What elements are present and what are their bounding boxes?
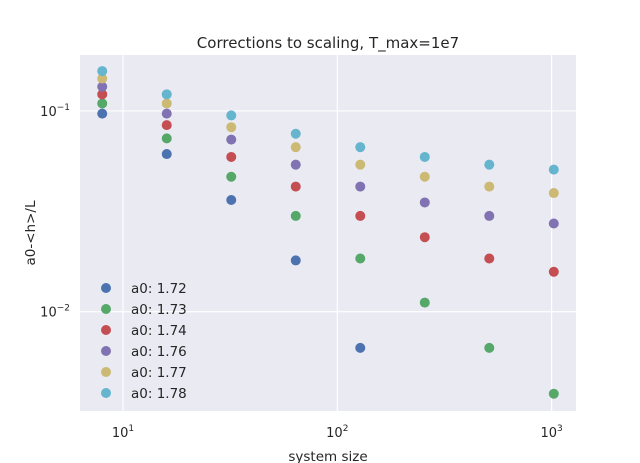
data-point <box>355 342 366 353</box>
legend-label: a0: 1.77 <box>131 365 187 381</box>
data-point <box>548 218 559 229</box>
legend: a0: 1.72 a0: 1.73 a0: 1.74 a0: 1.76 a0: 1.77… <box>101 281 187 402</box>
data-point <box>419 197 430 208</box>
data-point <box>97 66 108 77</box>
data-point <box>161 120 172 131</box>
tick-labels: 101 102 103 10−2 10−1 <box>40 103 563 441</box>
data-point <box>355 253 366 264</box>
data-point <box>419 232 430 243</box>
legend-item: a0: 1.73 <box>101 302 187 318</box>
data-point <box>290 181 301 192</box>
data-point <box>484 342 495 353</box>
data-point <box>355 181 366 192</box>
chart-title: Corrections to scaling, T_max=1e7 <box>197 34 459 53</box>
legend-item: a0: 1.78 <box>101 386 187 402</box>
legend-label: a0: 1.73 <box>131 302 187 318</box>
x-tick-label: 102 <box>326 424 348 441</box>
series-3 <box>97 89 559 277</box>
legend-marker <box>101 325 111 335</box>
data-point <box>355 210 366 221</box>
legend-label: a0: 1.78 <box>131 386 187 402</box>
data-point <box>226 195 237 206</box>
data-point <box>290 159 301 170</box>
legend-item: a0: 1.76 <box>101 344 187 360</box>
data-point <box>226 171 237 182</box>
data-point <box>226 151 237 162</box>
legend-marker <box>101 367 111 377</box>
legend-marker <box>101 346 111 356</box>
data-point <box>548 266 559 277</box>
legend-item: a0: 1.72 <box>101 281 187 297</box>
data-point <box>161 149 172 160</box>
x-tick-label: 103 <box>540 424 562 441</box>
legend-item: a0: 1.74 <box>101 323 187 339</box>
data-point <box>548 388 559 399</box>
data-point <box>97 73 108 84</box>
series-6 <box>97 66 559 175</box>
series-5 <box>97 73 559 199</box>
y-tick-label: 10−1 <box>40 103 70 120</box>
legend-label: a0: 1.76 <box>131 344 187 360</box>
data-point <box>161 89 172 100</box>
grid <box>80 55 576 411</box>
data-point <box>161 108 172 119</box>
data-point <box>290 128 301 139</box>
data-point <box>161 133 172 144</box>
data-point <box>484 253 495 264</box>
data-point <box>97 81 108 92</box>
y-tick-label: 10−2 <box>40 304 70 321</box>
data-point <box>226 110 237 121</box>
data-point <box>290 255 301 266</box>
x-tick-label: 101 <box>112 424 134 441</box>
data-point <box>355 142 366 153</box>
legend-item: a0: 1.77 <box>101 365 187 381</box>
data-point <box>226 122 237 133</box>
data-point <box>226 134 237 145</box>
x-axis-label: system size <box>288 449 367 463</box>
series-1 <box>97 108 366 353</box>
data-point <box>97 98 108 109</box>
data-point <box>290 210 301 221</box>
data-point <box>419 171 430 182</box>
data-point <box>419 151 430 162</box>
legend-marker <box>101 304 111 314</box>
y-axis-label: a0-<h>/L <box>23 200 39 265</box>
data-point <box>548 188 559 199</box>
legend-label: a0: 1.74 <box>131 323 187 339</box>
data-point <box>484 159 495 170</box>
legend-label: a0: 1.72 <box>131 281 187 297</box>
legend-marker <box>101 388 111 398</box>
data-point <box>290 142 301 153</box>
data-point <box>97 108 108 119</box>
data-point <box>161 98 172 109</box>
data-point <box>355 159 366 170</box>
data-point <box>484 181 495 192</box>
data-point <box>97 89 108 100</box>
legend-marker <box>101 283 111 293</box>
data-point <box>548 164 559 175</box>
data-point <box>419 297 430 308</box>
data-points <box>97 66 559 399</box>
series-4 <box>97 81 559 229</box>
series-2 <box>97 98 559 399</box>
data-point <box>484 210 495 221</box>
